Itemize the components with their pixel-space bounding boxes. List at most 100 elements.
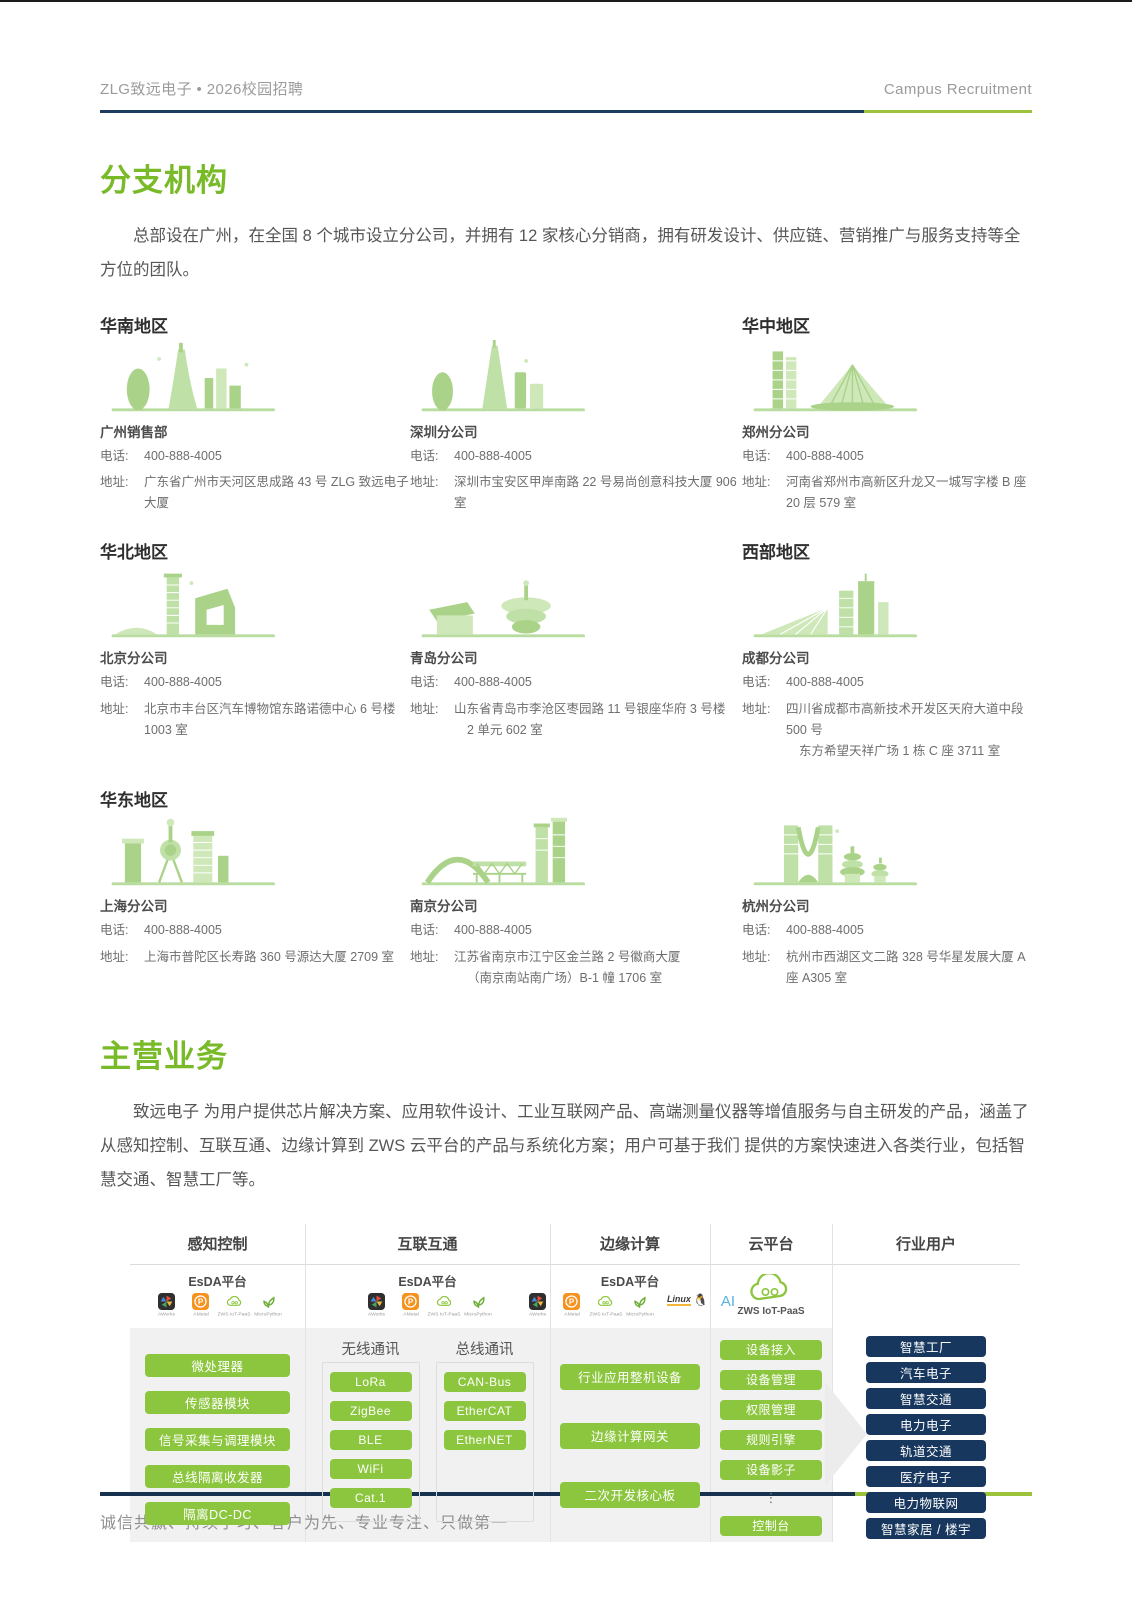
cloud-feature-button: 控制台	[720, 1515, 822, 1536]
esda-icons-row: AWorks P AMetal ZWS IoT-PaaS MicroPython	[364, 1292, 492, 1321]
phone-value: 400-888-4005	[144, 675, 222, 690]
industry-user-button: 智慧工厂	[866, 1335, 986, 1357]
industry-button-list: 智慧工厂 汽车电子 智慧交通 电力电子 轨道交通 医疗电子 电力物联网 智慧家居 / 楼宇	[832, 1328, 1020, 1539]
address-label: 地址:	[100, 701, 129, 716]
perception-product-button: 总线隔离收发器	[145, 1464, 290, 1488]
office-card: 青岛分公司 电话: 400-888-4005 地址: 山东省青岛市李沧区枣园路 11 号…	[410, 538, 742, 762]
zws-label: ZWS IoT-PaaS	[427, 1310, 462, 1317]
region-title	[410, 538, 742, 564]
phone-value: 400-888-4005	[144, 923, 222, 938]
office-card: 西部地区 成都分公司 电话: 400-888-4005 地址: 四川省成都市高新技术开发区…	[742, 538, 1032, 762]
wireless-protocol-button: ZigBee	[329, 1400, 412, 1421]
ai-logo-text: AI	[720, 1292, 736, 1310]
phone-value: 400-888-4005	[144, 448, 222, 463]
address-value: 北京市丰台区汽车博物馆东路诺德中心 6 号楼 1003 室	[144, 701, 396, 737]
office-name: 郑州分公司	[742, 424, 810, 440]
phone-label: 电话:	[742, 923, 771, 938]
cloud-feature-button: 规则引擎	[720, 1429, 822, 1450]
perception-product-button: 信号采集与调理模块	[145, 1427, 290, 1451]
mpy-icon: MicroPython	[254, 1293, 283, 1321]
address-value: 广东省广州市天河区思成路 43 号 ZLG 致远电子大厦	[144, 474, 409, 511]
phone-value: 400-888-4005	[786, 448, 864, 463]
linux-label: Linux	[666, 1293, 691, 1306]
phone-label: 电话:	[100, 675, 129, 690]
office-name: 上海分公司	[100, 899, 168, 915]
office-card: 华东地区 上海分公司 电话: 400-888-4005 地址: 上海市普陀区长寿路 360…	[100, 786, 410, 989]
office-name: 杭州分公司	[742, 899, 810, 915]
beijing-skyline-illustration	[104, 566, 294, 642]
office-address-row: 地址: 北京市丰台区汽车博物馆东路诺德中心 6 号楼 1003 室	[100, 699, 410, 742]
esda-platform-label: EsDA平台	[600, 1274, 660, 1289]
industry-user-button: 电力物联网	[866, 1491, 986, 1513]
wireless-comm-title: 无线通讯	[341, 1342, 400, 1359]
office-card: 华北地区 北京分公司 电话: 400-888-4005 地址: 北京市丰台区汽车博物馆东路…	[100, 538, 410, 762]
phone-value: 400-888-4005	[786, 923, 864, 938]
bus-comm-group: 总线通讯 CAN-Bus EtherCAT EtherNET	[435, 1336, 534, 1542]
column-connectivity: 互联互通 EsDA平台 AWorks P AMetal ZWS IoT-PaaS Mic…	[305, 1224, 550, 1542]
perception-product-button: 隔离DC-DC	[145, 1501, 290, 1525]
office-card: 华中地区 郑州分公司 电话: 400-888-4005 地址: 河南省郑州市高新区升龙又一…	[742, 312, 1032, 515]
office-address-row: 地址: 江苏省南京市江宁区金兰路 2 号徽商大厦 （南京南站南广场）B-1 幢 17…	[410, 947, 742, 990]
cloud-feature-button: 设备管理	[720, 1369, 822, 1390]
mpy-icon: MicroPython	[465, 1293, 492, 1321]
business-intro: 致远电子 为用户提供芯片解决方案、应用软件设计、工业互联网产品、高端测量仪器等增…	[100, 1103, 1029, 1189]
office-phone-row: 电话: 400-888-4005	[100, 446, 410, 467]
region-title	[410, 786, 742, 812]
industry-user-button: 汽车电子	[866, 1361, 986, 1383]
business-section-title: 主营业务	[100, 1039, 228, 1075]
aworks-icon: AWorks	[525, 1292, 551, 1321]
phone-value: 400-888-4005	[454, 923, 532, 938]
wireless-protocol-button: WiFi	[329, 1458, 412, 1479]
region-title: 西部地区	[742, 543, 810, 563]
column-industry-users: 行业用户 智慧工厂 汽车电子 智慧交通 电力电子 轨道交通 医疗电子 电力物联网 智慧家居 /…	[832, 1224, 1020, 1542]
diagram-column-header: 云平台	[748, 1236, 794, 1254]
address-value: 河南省郑州市高新区升龙又一城写字楼 B 座 20 层 579 室	[786, 474, 1027, 511]
guangzhou-skyline-illustration	[104, 340, 294, 416]
address-value: 深圳市宝安区甲岸南路 22 号易尚创意科技大厦 906 室	[454, 474, 737, 511]
edge-button-list: 行业应用整机设备 边缘计算网关 二次开发核心板	[550, 1328, 710, 1508]
aworks-icon: AWorks	[364, 1292, 390, 1321]
zws-label: ZWS IoT-PaaS	[589, 1310, 623, 1317]
address-value: 四川省成都市高新技术开发区天府大道中段 500 号东方希望天祥广场 1 栋 C …	[786, 701, 1024, 759]
perception-button-list: 微处理器 传感器模块 信号采集与调理模块 总线隔离收发器 隔离DC-DC	[130, 1328, 305, 1525]
column-edge-computing: 边缘计算 EsDA平台 AWorks P AMetal ZWS IoT-PaaS Mic…	[529, 1224, 735, 1542]
phone-label: 电话:	[410, 448, 439, 463]
header-rule	[100, 110, 1032, 113]
wireless-protocol-button: BLE	[329, 1429, 412, 1450]
mpy-label: MicroPython	[626, 1310, 654, 1317]
ametal-label: AMetal	[564, 1310, 580, 1317]
branches-intro: 总部设在广州，在全国 8 个城市设立分公司，并拥有 12 家核心分销商，拥有研发…	[100, 227, 1021, 279]
chengdu-skyline-illustration	[746, 566, 936, 642]
zws-cloud-logo: ZWS IoT-PaaS	[737, 1274, 805, 1317]
vertical-ellipsis: ⋮	[764, 1489, 778, 1505]
ametal-icon: P AMetal	[559, 1292, 585, 1321]
zws-icon: ZWS IoT-PaaS	[218, 1293, 251, 1321]
phone-label: 电话:	[410, 675, 439, 690]
column-perception: 感知控制 EsDA平台 AWorks P AMetal ZWS IoT-PaaS Mic…	[130, 1224, 305, 1542]
perception-product-button: 微处理器	[145, 1353, 290, 1377]
office-phone-row: 电话: 400-888-4005	[410, 920, 742, 941]
aworks-label: AWorks	[529, 1310, 547, 1317]
mpy-label: MicroPython	[254, 1310, 283, 1317]
header-rule-green-segment	[864, 110, 1032, 113]
office-phone-row: 电话: 400-888-4005	[100, 920, 410, 941]
office-address-row: 地址: 深圳市宝安区甲岸南路 22 号易尚创意科技大厦 906 室	[410, 472, 742, 515]
zws-icon: ZWS IoT-PaaS	[589, 1293, 622, 1321]
bus-protocol-button: EtherNET	[443, 1429, 526, 1450]
diagram-column-header: 互联互通	[397, 1236, 458, 1254]
header-left-text: ZLG致远电子 • 2026校园招聘	[100, 81, 304, 98]
edge-product-button: 二次开发核心板	[560, 1481, 700, 1508]
cloud-feature-button: 设备影子	[720, 1459, 822, 1480]
wireless-protocol-button: Cat.1	[329, 1487, 412, 1508]
zhengzhou-skyline-illustration	[746, 340, 936, 416]
diagram-column-header: 行业用户	[895, 1236, 956, 1254]
esda-icons-row: AWorks P AMetal ZWS IoT-PaaS MicroPython	[154, 1292, 283, 1321]
office-name: 成都分公司	[742, 651, 810, 667]
hangzhou-skyline-illustration	[746, 814, 936, 890]
office-phone-row: 电话: 400-888-4005	[742, 920, 1032, 941]
right-arrow-icon	[825, 1381, 867, 1486]
office-address-row: 地址: 广东省广州市天河区思成路 43 号 ZLG 致远电子大厦	[100, 472, 410, 515]
phone-label: 电话:	[410, 923, 439, 938]
diagram-column-divider	[832, 1223, 833, 1542]
office-phone-row: 电话: 400-888-4005	[742, 446, 1032, 467]
